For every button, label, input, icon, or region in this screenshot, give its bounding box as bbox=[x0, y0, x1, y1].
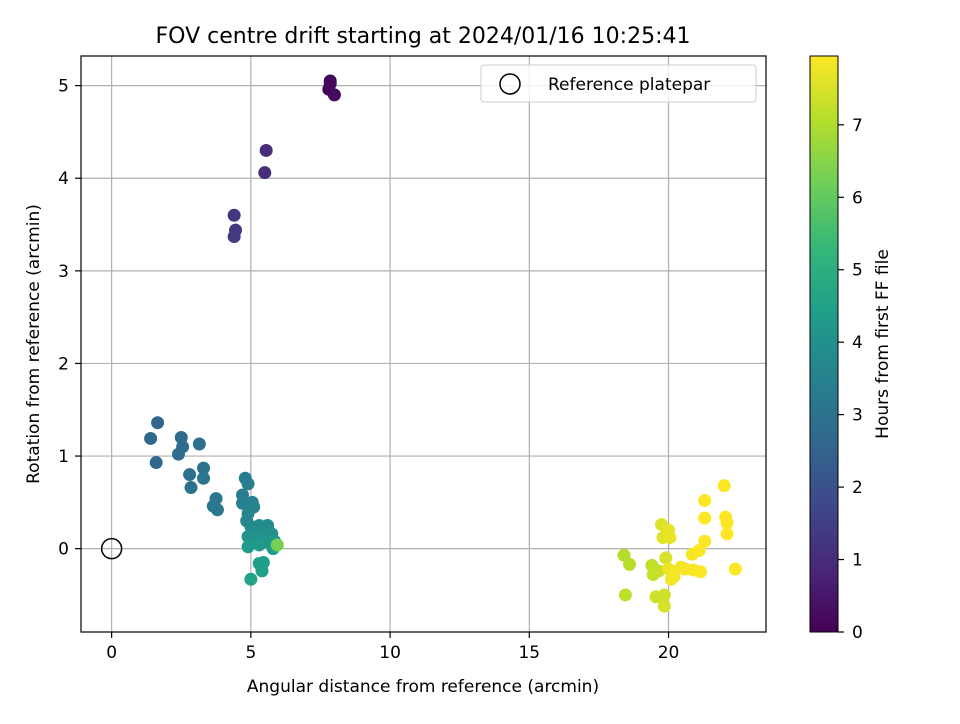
data-point bbox=[717, 479, 731, 493]
data-point bbox=[698, 494, 712, 508]
data-point bbox=[149, 456, 163, 470]
data-point bbox=[323, 77, 337, 91]
y-axis-label: Rotation from reference (arcmin) bbox=[24, 204, 44, 484]
data-point bbox=[327, 88, 341, 102]
data-point bbox=[227, 208, 241, 222]
data-point bbox=[197, 461, 211, 475]
data-point bbox=[192, 437, 206, 451]
colorbar: 0 1 2 3 4 5 6 7 Hours from first FF file bbox=[809, 55, 893, 643]
colorbar-tick-label: 6 bbox=[852, 188, 863, 208]
data-point bbox=[259, 143, 273, 157]
data-point bbox=[270, 538, 284, 552]
data-point bbox=[728, 562, 742, 576]
data-point bbox=[698, 511, 712, 525]
x-tick-label: 0 bbox=[106, 643, 117, 663]
data-point bbox=[623, 557, 637, 571]
colorbar-tick-label: 3 bbox=[852, 406, 863, 426]
colorbar-label: Hours from first FF file bbox=[873, 249, 893, 439]
legend-label: Reference platepar bbox=[548, 75, 710, 95]
colorbar-tick-label: 4 bbox=[852, 333, 863, 353]
y-tick-label: 0 bbox=[58, 540, 69, 560]
x-tick-label: 20 bbox=[658, 643, 680, 663]
data-point bbox=[694, 565, 708, 579]
legend-marker-icon bbox=[499, 73, 521, 95]
legend: Reference platepar bbox=[480, 64, 757, 103]
chart-title: FOV centre drift starting at 2024/01/16 … bbox=[156, 24, 691, 49]
x-tick-label: 10 bbox=[379, 643, 401, 663]
data-point bbox=[171, 447, 185, 461]
colorbar-tick-label: 5 bbox=[852, 261, 863, 281]
x-axis-label: Angular distance from reference (arcmin) bbox=[247, 677, 599, 697]
y-tick-label: 3 bbox=[58, 262, 69, 282]
data-point bbox=[657, 588, 671, 602]
data-point bbox=[720, 516, 734, 530]
data-point bbox=[663, 531, 677, 545]
x-tick-label: 15 bbox=[518, 643, 540, 663]
data-points bbox=[144, 74, 742, 613]
data-point bbox=[255, 564, 269, 578]
data-point bbox=[720, 527, 734, 541]
data-point bbox=[241, 477, 255, 491]
y-tick-label: 5 bbox=[58, 77, 69, 97]
plot-frame bbox=[80, 55, 767, 633]
colorbar-tick-label: 0 bbox=[852, 623, 863, 643]
reference-point bbox=[100, 537, 123, 560]
legend-box bbox=[480, 64, 757, 103]
data-point bbox=[252, 538, 266, 552]
colorbar-tick-label: 1 bbox=[852, 551, 863, 571]
data-point bbox=[244, 572, 258, 586]
data-point bbox=[151, 416, 165, 430]
y-tick-label: 2 bbox=[58, 354, 69, 374]
grid-lines bbox=[81, 56, 766, 632]
data-point bbox=[241, 540, 255, 554]
y-tick-label: 4 bbox=[58, 169, 69, 189]
data-point bbox=[144, 431, 158, 445]
data-point bbox=[210, 503, 224, 517]
data-point bbox=[698, 534, 712, 548]
y-tick-label: 1 bbox=[58, 447, 69, 467]
reference-marker bbox=[100, 537, 123, 560]
data-point bbox=[618, 588, 632, 602]
colorbar-gradient bbox=[809, 55, 839, 633]
data-point bbox=[657, 599, 671, 613]
data-point bbox=[667, 569, 681, 583]
axis-ticks: 0 5 10 15 20 0 1 2 3 4 5 bbox=[58, 77, 679, 663]
data-point bbox=[184, 481, 198, 495]
data-point bbox=[183, 468, 197, 482]
data-point bbox=[197, 471, 211, 485]
data-point bbox=[227, 230, 241, 244]
data-point bbox=[659, 551, 673, 565]
colorbar-tick-label: 2 bbox=[852, 478, 863, 498]
data-point bbox=[258, 166, 272, 180]
colorbar-tick-label: 7 bbox=[852, 116, 863, 136]
x-tick-label: 5 bbox=[245, 643, 256, 663]
colorbar-ticks: 0 1 2 3 4 5 6 7 bbox=[838, 116, 863, 643]
data-point bbox=[652, 564, 666, 578]
